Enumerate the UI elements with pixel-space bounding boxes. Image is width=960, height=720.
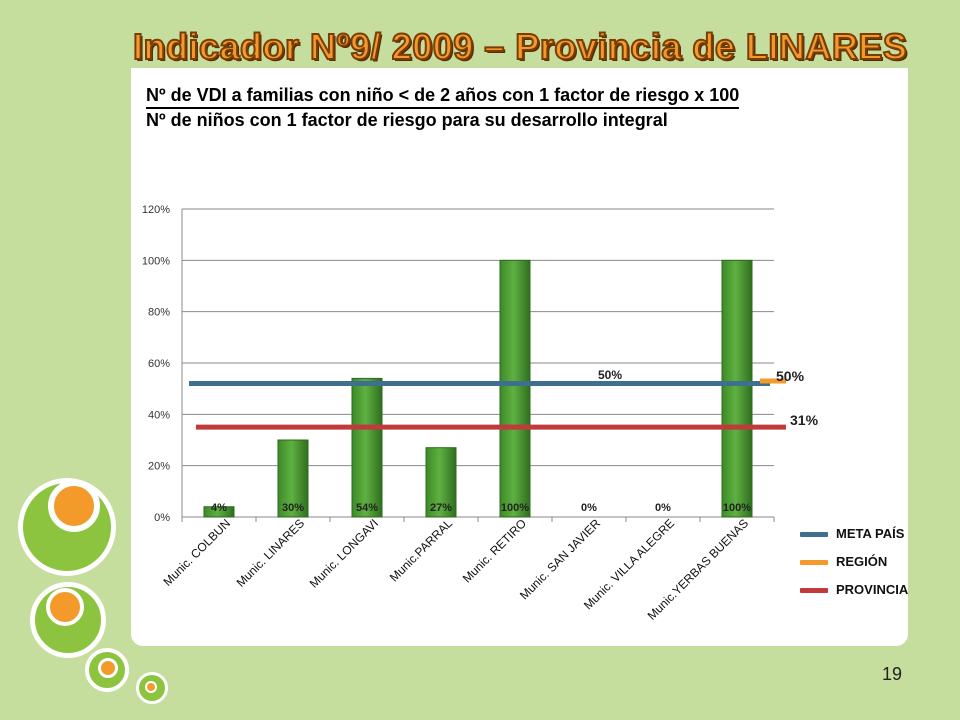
x-tick-label: Munic. SAN JAVIER bbox=[517, 516, 603, 602]
slide-title: Indicador Nº9/ 2009 – Provincia de LINAR… bbox=[132, 25, 908, 68]
formula-numerator: Nº de VDI a familias con niño < de 2 año… bbox=[146, 84, 740, 109]
bar-1 bbox=[203, 506, 235, 518]
data-label-2: 30% bbox=[282, 502, 304, 514]
y-tick-label: 100% bbox=[142, 255, 170, 267]
data-label-7: 0% bbox=[655, 502, 671, 514]
bar-4 bbox=[425, 447, 457, 518]
bar-2 bbox=[277, 439, 309, 518]
y-tick-label: 60% bbox=[148, 358, 170, 370]
y-tick-label: 40% bbox=[148, 409, 170, 421]
formula-denominator: Nº de niños con 1 factor de riesgo para … bbox=[146, 110, 668, 130]
bar-5 bbox=[499, 259, 531, 518]
x-tick-label: Munic. RETIRO bbox=[460, 516, 529, 585]
y-tick-label: 20% bbox=[148, 461, 170, 473]
y-tick-label: 120% bbox=[142, 204, 170, 216]
legend-swatch-1 bbox=[800, 532, 828, 537]
data-label-8: 100% bbox=[723, 502, 751, 514]
legend-swatch-3 bbox=[800, 588, 828, 593]
indicator-formula: Nº de VDI a familias con niño < de 2 año… bbox=[146, 84, 866, 132]
decor-circle-large-accent bbox=[48, 480, 100, 532]
legend-swatch-2 bbox=[800, 560, 828, 565]
data-label-1: 4% bbox=[211, 502, 227, 514]
y-tick-label: 0% bbox=[154, 512, 170, 524]
decor-circle-tiny-accent bbox=[145, 681, 157, 693]
data-label-5: 100% bbox=[501, 502, 529, 514]
reference-value-label-1: 50% bbox=[598, 368, 622, 382]
page-number: 19 bbox=[882, 664, 903, 684]
data-label-4: 27% bbox=[430, 502, 452, 514]
x-tick-label: Munic. LONGAVI bbox=[307, 516, 381, 590]
x-tick-label: Munic. LINARES bbox=[234, 516, 308, 590]
decor-circle-small-accent bbox=[98, 658, 118, 678]
legend-label-2: REGIÓN bbox=[836, 554, 887, 569]
x-tick-label: Munic. COLBUN bbox=[161, 516, 234, 589]
bar-3 bbox=[351, 377, 383, 518]
data-label-6: 0% bbox=[581, 502, 597, 514]
reference-value-label-3: 31% bbox=[790, 412, 819, 428]
legend-label-3: PROVINCIA bbox=[836, 582, 909, 597]
reference-value-label-2: 50% bbox=[776, 368, 805, 384]
y-tick-label: 80% bbox=[148, 307, 170, 319]
x-tick-label: Munic.PARRAL bbox=[387, 516, 455, 584]
data-label-3: 54% bbox=[356, 502, 378, 514]
decor-circle-medium-accent bbox=[46, 588, 84, 626]
legend-label-1: META PAÍS bbox=[836, 526, 905, 541]
bar-8 bbox=[721, 259, 753, 518]
